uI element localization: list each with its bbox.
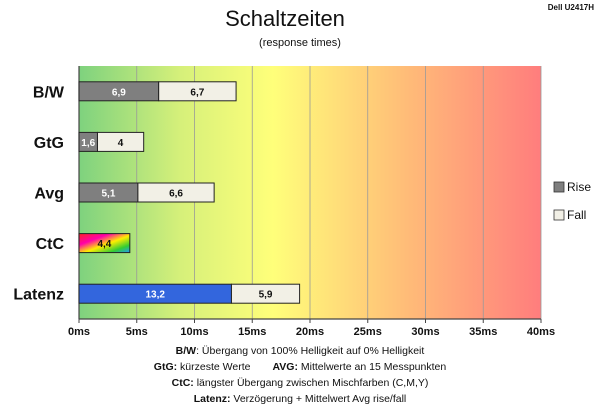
x-tick-label: 5ms — [126, 326, 148, 338]
bar-rise-label: 4,4 — [97, 239, 111, 250]
x-tick-label: 10ms — [180, 326, 208, 338]
category-label: Latenz — [13, 287, 64, 304]
bar-fall — [96, 131, 145, 152]
legend-label-fall: Fall — [567, 208, 586, 222]
category-label: Avg — [34, 186, 64, 203]
bar-rise-label: 5,1 — [101, 189, 115, 200]
response-time-chart: Schaltzeiten (response times) Dell U2417… — [13, 3, 594, 338]
bar-fall — [230, 283, 301, 304]
x-tick-label: 30ms — [411, 326, 439, 338]
bar-fall-label: 6,6 — [169, 189, 183, 200]
category-labels: B/W GtG Avg CtC Latenz — [13, 84, 65, 303]
chart-title: Schaltzeiten — [225, 6, 345, 31]
footnote-gtg-avg: GtG: kürzeste Werte AVG: Mittelwerte an 1… — [0, 361, 600, 373]
category-label: CtC — [36, 236, 65, 253]
x-tick-label: 0ms — [68, 326, 90, 338]
monitor-label: Dell U2417H — [548, 3, 594, 12]
x-tick-label: 20ms — [296, 326, 324, 338]
note-gtg-key: GtG: — [153, 361, 178, 373]
x-tick-label: 15ms — [238, 326, 266, 338]
x-tick-labels: 0ms 5ms 10ms 15ms 20ms 25ms 30ms 35ms 40ms — [68, 326, 555, 338]
note-bw-key: B/W — [175, 345, 197, 357]
note-avg-key: AVG: — [272, 361, 298, 373]
legend-label-rise: Rise — [567, 180, 591, 194]
footnote-bw: B/W: Übergang von 100% Helligkeit auf 0%… — [0, 345, 600, 357]
bar-fall — [137, 182, 215, 203]
note-latenz-key: Latenz: — [193, 393, 231, 405]
note-latenz-text: Verzögerung + Mittelwert Avg rise/fall — [230, 393, 407, 405]
bar-fall-label: 5,9 — [259, 290, 273, 301]
note-gtg-text: kürzeste Werte — [177, 361, 251, 373]
footnote-ctc: CtC: längster Übergang zwischen Mischfar… — [0, 377, 600, 389]
bar-rise — [78, 233, 131, 254]
note-ctc-text: längster Übergang zwischen Mischfarben (… — [193, 377, 429, 389]
legend-swatch-rise — [553, 181, 565, 193]
bar-fall — [158, 81, 237, 102]
x-tick-label: 35ms — [469, 326, 497, 338]
category-label: GtG — [34, 135, 64, 152]
bar-rise-label: 13,2 — [145, 290, 165, 301]
bars: 6,9 6,7 1,6 4 5,1 6,6 4,4 13,2 5,9 — [78, 81, 301, 304]
footnote-latenz: Latenz: Verzögerung + Mittelwert Avg ris… — [0, 393, 600, 405]
legend: Rise Fall — [553, 180, 591, 222]
bar-fall-label: 6,7 — [190, 87, 204, 98]
chart-subtitle: (response times) — [259, 37, 341, 49]
x-tick-label: 40ms — [527, 326, 555, 338]
category-label: B/W — [33, 84, 65, 101]
bar-rise-label: 1,6 — [81, 138, 95, 149]
bar-rise-label: 6,9 — [112, 87, 126, 98]
note-avg-text: Mittelwerte an 15 Messpunkten — [297, 361, 447, 373]
legend-swatch-fall — [553, 209, 565, 221]
note-bw-text: : Übergang von 100% Helligkeit auf 0% He… — [196, 345, 425, 357]
bar-fall-label: 4 — [118, 138, 124, 149]
x-tick-label: 25ms — [354, 326, 382, 338]
note-ctc-key: CtC: — [171, 377, 194, 389]
